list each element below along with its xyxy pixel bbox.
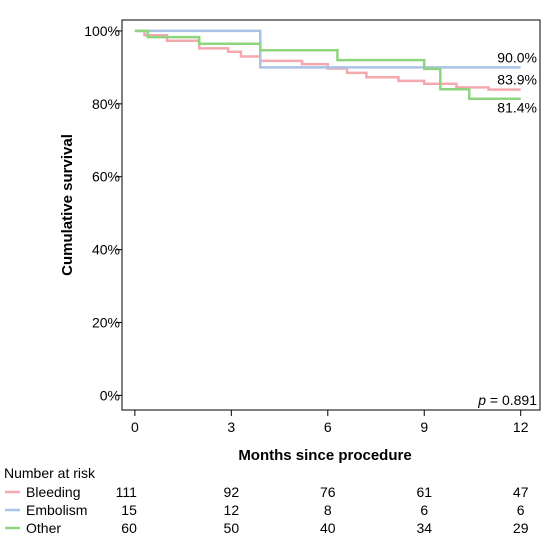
- y-tick-label: 60%: [92, 169, 120, 185]
- end-label-other: 81.4%: [497, 100, 537, 116]
- x-tick-label: 6: [324, 419, 332, 435]
- risk-count: 60: [121, 520, 137, 536]
- y-tick-label: 100%: [84, 23, 120, 39]
- x-tick-label: 9: [420, 419, 428, 435]
- risk-count: 47: [513, 484, 529, 500]
- survival-curves: [134, 29, 521, 100]
- x-tick-label: 3: [227, 419, 235, 435]
- y-tick-label: 0%: [100, 387, 120, 403]
- risk-count: 8: [324, 502, 332, 518]
- risk-count: 111: [116, 484, 137, 500]
- y-tick-label: 40%: [92, 242, 120, 258]
- end-label-bleeding: 83.9%: [497, 72, 537, 88]
- y-axis: 0% 20% 40% 60% 80% 100%: [84, 23, 122, 403]
- risk-count: 6: [420, 502, 428, 518]
- y-tick-label: 20%: [92, 315, 120, 331]
- risk-row-label: Embolism: [26, 502, 87, 518]
- x-tick-label: 12: [513, 419, 529, 435]
- x-axis: 0 3 6 9 12: [131, 410, 529, 435]
- curve-bleeding: [134, 29, 521, 91]
- risk-count: 40: [320, 520, 336, 536]
- risk-count: 6: [517, 502, 525, 518]
- risk-count: 61: [416, 484, 432, 500]
- p-value-symbol: p: [477, 392, 486, 408]
- y-tick-label: 80%: [92, 96, 120, 112]
- risk-table-title: Number at risk: [4, 465, 96, 481]
- x-tick-label: 0: [131, 419, 139, 435]
- risk-row-label: Other: [26, 520, 61, 536]
- x-axis-title: Months since procedure: [238, 447, 411, 464]
- curve-other: [134, 29, 521, 100]
- risk-count: 29: [513, 520, 529, 536]
- end-labels: 83.9% 90.0% 81.4%: [497, 49, 537, 115]
- risk-count: 15: [121, 502, 137, 518]
- p-value-text: = 0.891: [486, 392, 537, 408]
- risk-row-label: Bleeding: [26, 484, 81, 500]
- plot-frame: [121, 19, 541, 411]
- risk-count: 92: [224, 484, 240, 500]
- y-axis-title: Cumulative survival: [59, 134, 76, 276]
- p-value-annotation: p = 0.891: [477, 392, 537, 408]
- end-label-embolism: 90.0%: [497, 49, 537, 65]
- risk-count: 12: [224, 502, 240, 518]
- risk-table: Number at risk Bleeding 111 92 76 61 47 Emboli…: [4, 465, 529, 536]
- risk-count: 76: [320, 484, 336, 500]
- risk-count: 34: [416, 520, 432, 536]
- risk-count: 50: [224, 520, 240, 536]
